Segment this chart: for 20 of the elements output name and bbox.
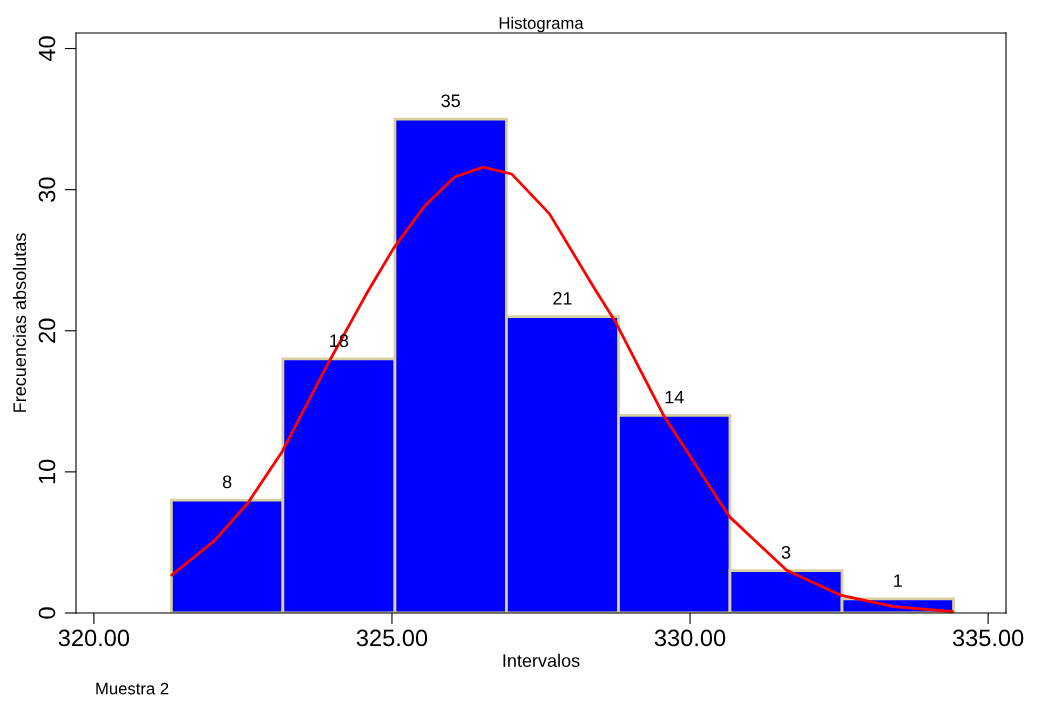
text: Muestra 2	[96, 682, 169, 695]
y-tick-label: 40	[38, 36, 56, 62]
x-tick-label: 320.00	[58, 629, 130, 647]
y-axis-title: Frecuencias absolutas	[12, 233, 27, 412]
chart-title: Histograma	[499, 16, 584, 33]
x-tick-label: 330.00	[654, 629, 726, 647]
y-tick-label: 0	[38, 607, 56, 619]
y-tick-label: 30	[38, 177, 56, 202]
x-tick-label: 335.00	[952, 629, 1024, 647]
line-series	[170, 165, 954, 613]
data-label: 14	[665, 390, 684, 404]
data-label: 21	[553, 291, 572, 305]
x-tick-label: 325.00	[356, 629, 428, 647]
data-label: 3	[781, 545, 791, 559]
data-label: 1	[894, 574, 902, 587]
data-label: 35	[441, 94, 460, 108]
y-tick-label: 10	[38, 459, 56, 484]
data-label: 8	[222, 475, 232, 489]
y-tick-label: 20	[38, 318, 56, 343]
x-axis-title: Intervalos	[503, 653, 580, 668]
